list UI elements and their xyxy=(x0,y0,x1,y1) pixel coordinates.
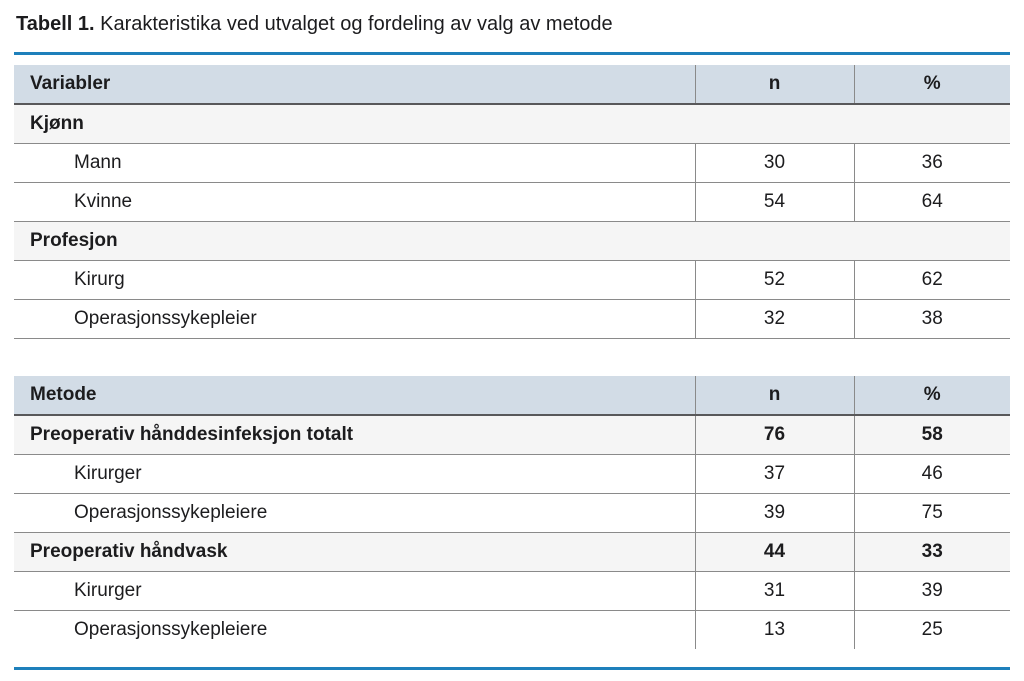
row-label: Kvinne xyxy=(14,182,695,222)
cell-percent: 25 xyxy=(853,610,1010,649)
row-label: Kirurger xyxy=(14,454,695,494)
cell-percent: 64 xyxy=(853,182,1010,222)
cell-n: 37 xyxy=(694,454,854,494)
row-label: Preoperativ håndvask xyxy=(14,532,695,572)
table-title: Tabell 1. Karakteristika ved utvalget og… xyxy=(16,10,1010,39)
table-row: Mann 30 36 xyxy=(14,143,1010,183)
cell-n: 44 xyxy=(694,532,854,572)
cell-percent: 75 xyxy=(853,493,1010,533)
column-header-percent: % xyxy=(853,65,1010,105)
table-row: Profesjon xyxy=(14,221,1010,261)
section-label: Kjønn xyxy=(14,104,1010,144)
table-title-number: Tabell 1. xyxy=(16,13,95,35)
table-row: Operasjonssykepleiere 13 25 xyxy=(14,610,1010,649)
table-row: Kirurg 52 62 xyxy=(14,260,1010,300)
cell-percent: 46 xyxy=(853,454,1010,494)
cell-percent: 39 xyxy=(853,571,1010,611)
table-row: Kjønn xyxy=(14,104,1010,144)
cell-n: 32 xyxy=(694,299,854,339)
method-distribution-table: Metode n % Preoperativ hånddesinfeksjon … xyxy=(14,376,1010,649)
table-row: Kirurger 37 46 xyxy=(14,454,1010,494)
top-rule xyxy=(14,52,1010,55)
table-row: Preoperativ håndvask 44 33 xyxy=(14,532,1010,572)
cell-n: 76 xyxy=(694,415,854,455)
cell-percent: 36 xyxy=(853,143,1010,183)
table-row: Operasjonssykepleier 32 38 xyxy=(14,299,1010,339)
cell-n: 30 xyxy=(694,143,854,183)
header-row: Metode n % xyxy=(14,376,1010,416)
table-title-text: Karakteristika ved utvalget og fordeling… xyxy=(100,13,613,35)
cell-percent: 62 xyxy=(853,260,1010,300)
cell-percent: 38 xyxy=(853,299,1010,339)
column-header-variabler: Variabler xyxy=(14,65,695,105)
bottom-rule xyxy=(14,667,1010,670)
row-label: Kirurger xyxy=(14,571,695,611)
cell-n: 54 xyxy=(694,182,854,222)
section-label: Profesjon xyxy=(14,221,1010,261)
column-header-metode: Metode xyxy=(14,376,695,416)
cell-percent: 58 xyxy=(853,415,1010,455)
row-label: Operasjonssykepleiere xyxy=(14,610,695,649)
table-row: Kirurger 31 39 xyxy=(14,571,1010,611)
cell-n: 52 xyxy=(694,260,854,300)
sample-characteristics-table: Variabler n % Kjønn Mann 30 36 Kvinne 54 64 Pro… xyxy=(14,65,1010,339)
row-label: Operasjonssykepleier xyxy=(14,299,695,339)
cell-n: 31 xyxy=(694,571,854,611)
row-label: Mann xyxy=(14,143,695,183)
cell-percent: 33 xyxy=(853,532,1010,572)
row-label: Operasjonssykepleiere xyxy=(14,493,695,533)
table-row: Operasjonssykepleiere 39 75 xyxy=(14,493,1010,533)
column-header-n: n xyxy=(694,65,854,105)
column-header-n: n xyxy=(694,376,854,416)
table-row: Kvinne 54 64 xyxy=(14,182,1010,222)
table-row: Preoperativ hånddesinfeksjon totalt 76 58 xyxy=(14,415,1010,455)
cell-n: 39 xyxy=(694,493,854,533)
column-header-percent: % xyxy=(853,376,1010,416)
row-label: Preoperativ hånddesinfeksjon totalt xyxy=(14,415,695,455)
cell-n: 13 xyxy=(694,610,854,649)
header-row: Variabler n % xyxy=(14,65,1010,105)
row-label: Kirurg xyxy=(14,260,695,300)
